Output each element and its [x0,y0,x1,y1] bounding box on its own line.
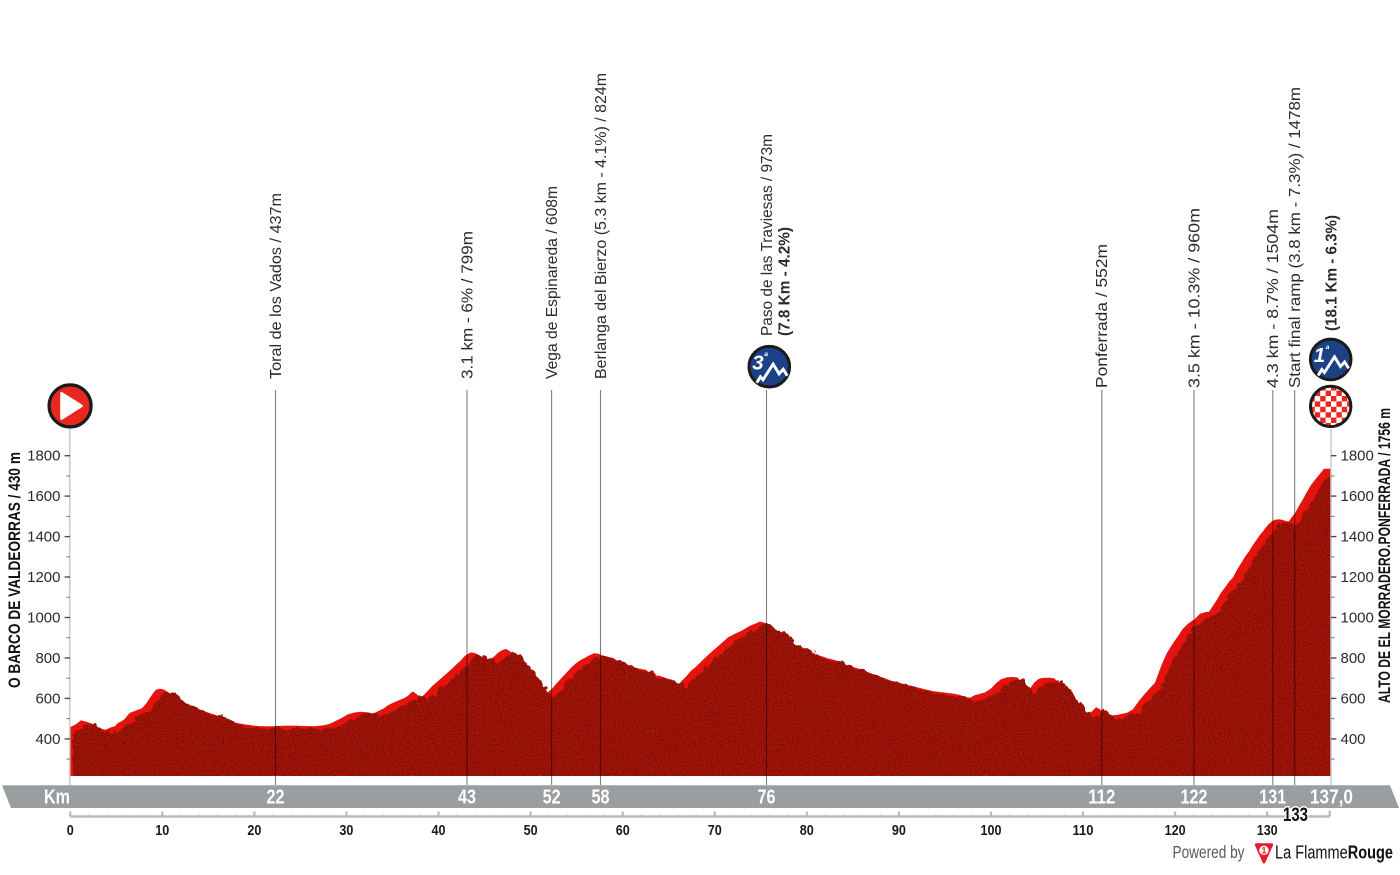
svg-text:1600: 1600 [27,488,60,505]
svg-text:112: 112 [1088,787,1115,809]
svg-text:ALTO DE EL MORRADERO.PONFERRAD: ALTO DE EL MORRADERO.PONFERRADA / 1756 m [1375,408,1394,703]
svg-text:Vega de Espinareda / 608m: Vega de Espinareda / 608m [544,186,561,379]
svg-text:122: 122 [1181,787,1208,809]
svg-text:4.3 km - 8.7% / 1504m: 4.3 km - 8.7% / 1504m [1265,209,1282,388]
svg-text:131: 131 [1259,787,1286,809]
svg-text:800: 800 [35,650,60,667]
svg-text:130: 130 [1257,822,1278,839]
svg-text:76: 76 [758,787,776,809]
svg-text:133: 133 [1283,805,1308,826]
svg-text:800: 800 [1341,650,1366,667]
svg-text:110: 110 [1073,822,1094,839]
svg-text:52: 52 [543,787,561,809]
svg-text:1600: 1600 [1341,488,1374,505]
svg-text:Ponferrada / 552m: Ponferrada / 552m [1094,244,1111,388]
svg-text:10: 10 [155,822,169,839]
svg-text:80: 80 [800,822,814,839]
svg-text:70: 70 [708,822,722,839]
svg-text:0: 0 [67,822,74,839]
svg-text:400: 400 [35,731,60,748]
svg-text:600: 600 [1341,690,1366,707]
svg-text:60: 60 [616,822,630,839]
svg-text:Powered by: Powered by [1173,842,1245,862]
svg-text:O BARCO DE VALDEORRAS / 430 m: O BARCO DE VALDEORRAS / 430 m [5,452,24,688]
svg-text:1000: 1000 [27,610,60,627]
svg-text:La FlammeRouge: La FlammeRouge [1275,842,1393,863]
svg-text:(7.8 Km - 4.2%): (7.8 Km - 4.2%) [776,227,793,336]
svg-text:600: 600 [35,690,60,707]
svg-text:1800: 1800 [1341,448,1374,465]
svg-text:Toral de los Vados / 437m: Toral de los Vados / 437m [268,193,285,379]
svg-text:Paso de las Traviesas / 973m: Paso de las Traviesas / 973m [759,134,776,336]
svg-text:22: 22 [267,787,285,809]
svg-text:1200: 1200 [27,569,60,586]
svg-text:50: 50 [524,822,538,839]
svg-text:137,0: 137,0 [1310,787,1353,809]
svg-text:1000: 1000 [1341,610,1374,627]
svg-text:1: 1 [1261,846,1266,856]
svg-text:Berlanga del Bierzo (5.3 km -: Berlanga del Bierzo (5.3 km - 4.1%) / 82… [593,73,610,379]
svg-text:43: 43 [458,787,476,809]
svg-text:30: 30 [339,822,353,839]
svg-text:1400: 1400 [27,529,60,546]
svg-text:Km: Km [44,787,70,809]
svg-text:1800: 1800 [27,448,60,465]
svg-text:1200: 1200 [1341,569,1374,586]
svg-text:20: 20 [247,822,261,839]
svg-text:90: 90 [892,822,906,839]
svg-text:120: 120 [1165,822,1186,839]
svg-text:40: 40 [432,822,446,839]
svg-text:3.5 km - 10.3% / 960m: 3.5 km - 10.3% / 960m [1186,208,1203,388]
svg-text:400: 400 [1341,731,1366,748]
svg-text:1400: 1400 [1341,529,1374,546]
svg-text:Start final ramp (3.8 km - 7.3: Start final ramp (3.8 km - 7.3%) / 1478m [1287,87,1304,388]
svg-text:100: 100 [981,822,1002,839]
svg-text:58: 58 [592,787,610,809]
svg-text:3.1 km - 6% / 799m: 3.1 km - 6% / 799m [459,231,476,379]
svg-text:(18.1 Km - 6.3%): (18.1 Km - 6.3%) [1324,215,1341,331]
